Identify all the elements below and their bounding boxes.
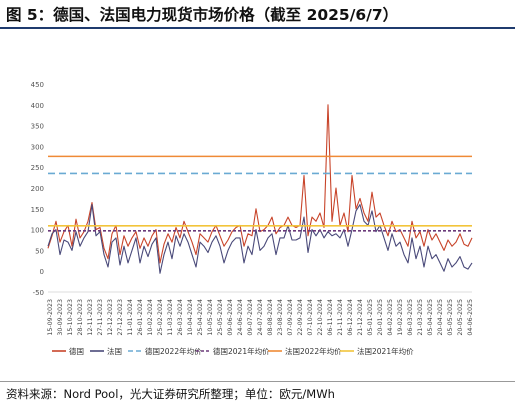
x-tick-label: 06-03-2025 (407, 299, 414, 336)
x-tick-label: 09-07-2024 (247, 299, 254, 336)
y-tick-label: 350 (31, 123, 44, 131)
x-tick-label: 28-10-2023 (77, 299, 84, 336)
y-tick-label: 0 (40, 268, 44, 276)
x-tick-label: 11-01-2024 (127, 299, 134, 336)
x-tick-label: 23-08-2024 (277, 299, 284, 336)
legend-label: 法国2021年均价 (357, 346, 414, 356)
x-tick-label: 12-11-2023 (87, 299, 94, 336)
y-tick-label: 50 (35, 247, 44, 255)
x-tick-label: 04-06-2025 (467, 299, 474, 336)
legend-label: 法国2022年均价 (285, 346, 342, 356)
source-divider (0, 381, 515, 382)
y-tick-label: 400 (31, 102, 44, 110)
x-tick-label: 10-02-2024 (147, 299, 154, 336)
x-tick-label: 19-02-2025 (397, 299, 404, 336)
x-tick-label: 09-06-2024 (227, 299, 234, 336)
series-line-0 (47, 104, 473, 264)
title-divider (0, 27, 515, 29)
y-tick-label: 100 (31, 227, 44, 235)
x-tick-label: 05-04-2025 (427, 299, 434, 336)
x-tick-label: 20-01-2025 (377, 299, 384, 336)
x-tick-label: 26-01-2024 (137, 299, 144, 336)
y-tick-label: 300 (31, 143, 44, 151)
x-tick-label: 10-04-2024 (187, 299, 194, 336)
price-line-chart: -50 0 50 100 150 200 250 300 350 400 450 15-09-2023… (31, 81, 474, 356)
x-tick-label: 05-01-2025 (367, 299, 374, 336)
source-note: 资料来源：Nord Pool，光大证券研究所整理；单位：欧元/MWh (6, 387, 335, 401)
x-tick-label: 08-08-2024 (267, 299, 274, 336)
y-tick-label: 150 (31, 206, 44, 214)
y-tick-label: 450 (31, 81, 44, 89)
x-tick-label: 21-03-2025 (417, 299, 424, 336)
page-title: 图 5：德国、法国电力现货市场价格（截至 2025/6/7） (6, 6, 399, 24)
x-tick-label: 15-10-2023 (67, 299, 74, 336)
x-tick-label: 27-11-2023 (97, 299, 104, 336)
y-tick-label: 250 (31, 164, 44, 172)
series-line-1 (47, 204, 473, 274)
x-tick-label: 06-11-2024 (327, 299, 334, 336)
legend-label: 德国2021年均价 (213, 346, 270, 356)
x-tick-label: 22-09-2024 (297, 299, 304, 336)
x-tick-label: 10-05-2024 (207, 299, 214, 336)
y-tick-label: -50 (33, 289, 44, 297)
x-tick-label: 11-03-2024 (167, 299, 174, 336)
x-tick-label: 24-06-2024 (237, 299, 244, 336)
legend-label: 法国 (107, 346, 122, 356)
x-tick-label: 22-10-2024 (317, 299, 324, 336)
x-tick-label: 07-09-2024 (287, 299, 294, 336)
x-tick-label: 21-12-2024 (357, 299, 364, 336)
x-tick-label: 21-11-2024 (337, 299, 344, 336)
x-tick-label: 15-09-2023 (47, 299, 54, 336)
x-tick-label: 05-05-2025 (447, 299, 454, 336)
legend-label: 德国2022年均价 (145, 346, 202, 356)
x-tick-label: 06-12-2024 (347, 299, 354, 336)
x-tick-label: 25-02-2024 (157, 299, 164, 336)
x-tick-label: 27-12-2023 (117, 299, 124, 336)
legend-label: 德国 (69, 346, 84, 356)
x-tick-label: 20-05-2025 (457, 299, 464, 336)
x-tick-label: 12-12-2023 (107, 299, 114, 336)
x-tick-label: 25-05-2024 (217, 299, 224, 336)
x-tick-label: 24-07-2024 (257, 299, 264, 336)
x-tick-label: 25-04-2024 (197, 299, 204, 336)
y-tick-label: 200 (31, 185, 44, 193)
x-tick-label: 07-10-2024 (307, 299, 314, 336)
x-tick-label: 04-02-2025 (387, 299, 394, 336)
x-tick-label: 26-03-2024 (177, 299, 184, 336)
x-tick-label: 30-09-2023 (57, 299, 64, 336)
x-tick-label: 20-04-2025 (437, 299, 444, 336)
